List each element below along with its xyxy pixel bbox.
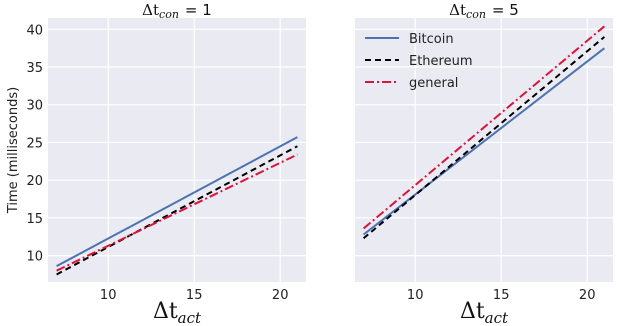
y-tick-label: 40 — [26, 23, 43, 38]
x-tick-label: 10 — [407, 288, 424, 303]
series-line-ethereum — [56, 145, 298, 276]
plot-area — [48, 18, 306, 282]
title-symbol: Δt — [449, 1, 466, 19]
x-tick-label: 15 — [186, 288, 203, 303]
panel-title: Δtcon = 5 — [449, 1, 519, 21]
series-line-general — [362, 25, 606, 230]
x-tick-label: 20 — [579, 288, 596, 303]
x-axis-symbol: Δt — [460, 299, 485, 324]
y-tick-label: 30 — [26, 99, 43, 114]
title-symbol: Δt — [142, 1, 159, 19]
y-tick-label: 15 — [26, 212, 43, 227]
y-tick-label: 35 — [26, 61, 43, 76]
title-subscript: con — [159, 8, 179, 21]
plot-area — [355, 18, 613, 282]
legend-label: Bitcoin — [409, 32, 454, 47]
x-tick-label: 10 — [100, 288, 117, 303]
title-suffix: = 5 — [492, 1, 519, 19]
series-line-bitcoin — [56, 136, 298, 268]
x-tick-label: 20 — [272, 288, 289, 303]
x-axis-title: Δtact — [460, 299, 509, 326]
title-subscript: con — [466, 8, 486, 21]
series-line-ethereum — [362, 36, 606, 240]
y-tick-label: 20 — [26, 174, 43, 189]
y-axis-title: Time (milliseconds) — [6, 87, 21, 214]
y-tick-label: 10 — [26, 250, 43, 265]
series-line-general — [56, 153, 298, 272]
legend-label: Ethereum — [409, 54, 473, 69]
x-axis-subscript: act — [178, 309, 202, 326]
title-suffix: = 1 — [185, 1, 212, 19]
x-tick-label: 15 — [493, 288, 510, 303]
legend-label: general — [409, 76, 458, 91]
x-axis-subscript: act — [485, 309, 509, 326]
x-axis-symbol: Δt — [153, 299, 178, 324]
panel-title: Δtcon = 1 — [142, 1, 212, 21]
x-axis-title: Δtact — [153, 299, 202, 326]
y-tick-label: 25 — [26, 136, 43, 151]
